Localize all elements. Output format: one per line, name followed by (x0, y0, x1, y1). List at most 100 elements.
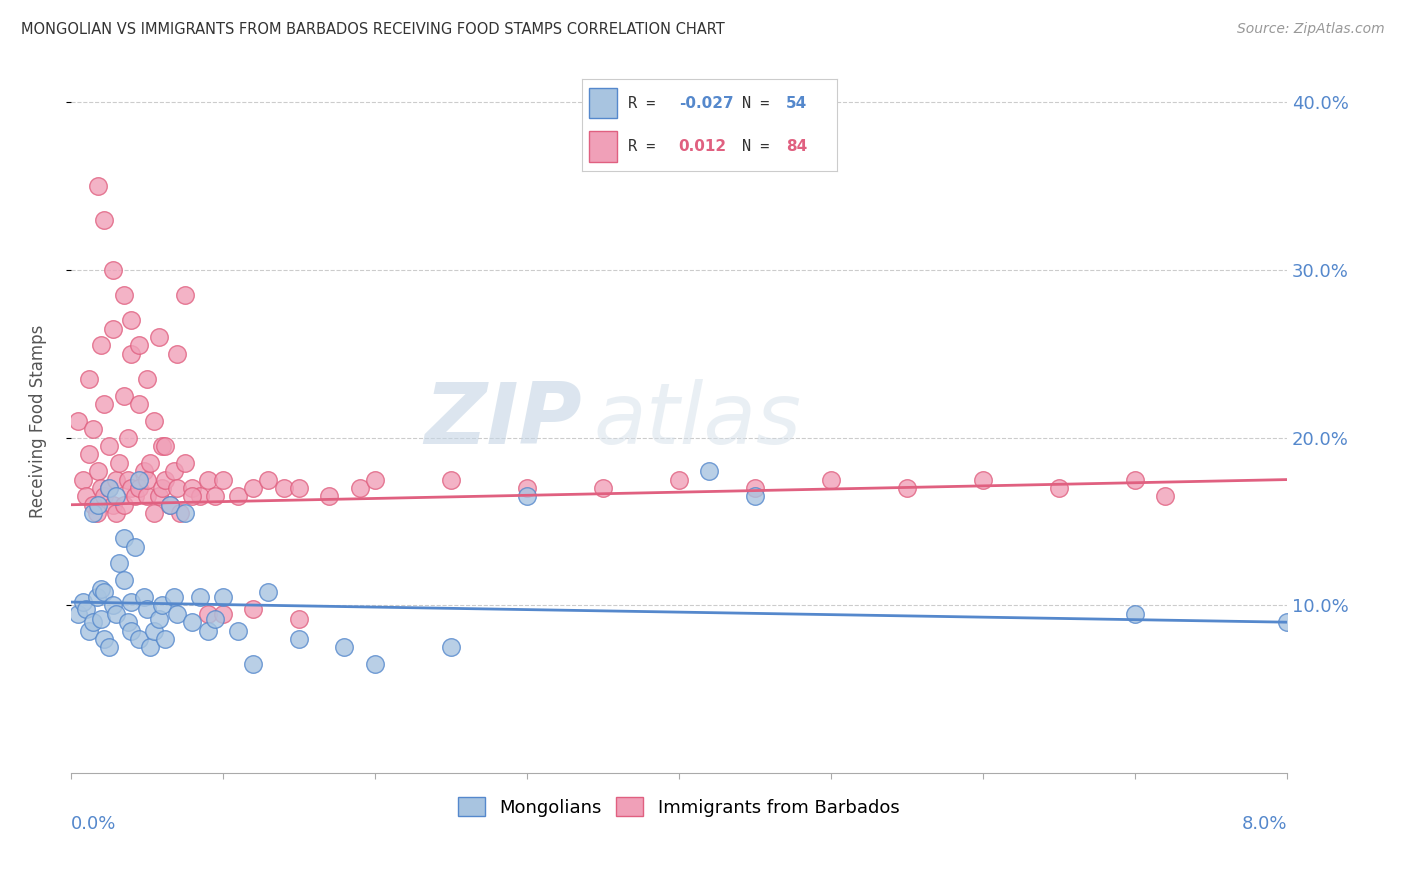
Point (121, 624, 143, 638)
Point (82, 498, 104, 512)
Point (153, 473, 176, 487)
Point (108, 557, 131, 571)
Point (124, 489, 146, 503)
Point (143, 506, 166, 520)
Point (135, 372, 157, 386)
Point (1154, 489, 1177, 503)
Point (67, 414, 90, 428)
Point (169, 506, 191, 520)
Point (135, 489, 157, 503)
Point (117, 473, 139, 487)
Point (318, 489, 340, 503)
Point (112, 573, 135, 587)
Point (159, 498, 181, 512)
Point (105, 607, 128, 621)
Point (82, 615, 104, 630)
Point (103, 498, 125, 512)
Point (226, 489, 249, 503)
Point (77, 447, 100, 461)
Y-axis label: Receiving Food Stamps: Receiving Food Stamps (30, 324, 46, 517)
Point (204, 612, 226, 626)
Point (103, 321, 125, 335)
Point (1047, 481, 1070, 495)
Point (93, 585, 115, 599)
Point (112, 389, 135, 403)
Point (153, 439, 176, 453)
Text: MONGOLIAN VS IMMIGRANTS FROM BARBADOS RECEIVING FOOD STAMPS CORRELATION CHART: MONGOLIAN VS IMMIGRANTS FROM BARBADOS RE… (21, 22, 725, 37)
Point (138, 456, 160, 470)
Point (173, 456, 195, 470)
Point (143, 414, 166, 428)
Point (128, 481, 150, 495)
Point (117, 615, 139, 630)
Point (90, 582, 112, 596)
Point (105, 489, 128, 503)
Point (90, 338, 112, 352)
Point (287, 481, 309, 495)
Point (135, 473, 157, 487)
Point (77, 372, 100, 386)
Point (75, 489, 97, 503)
Point (97, 439, 120, 453)
Point (163, 464, 186, 478)
Point (121, 347, 143, 361)
Point (86, 590, 108, 604)
Text: 0.0%: 0.0% (70, 815, 117, 833)
Point (67, 607, 90, 621)
Point (148, 330, 170, 344)
Point (72, 595, 94, 609)
Point (87, 464, 110, 478)
Point (440, 473, 463, 487)
Point (97, 640, 120, 655)
Point (138, 640, 160, 655)
Point (72, 473, 94, 487)
Point (197, 607, 219, 621)
Point (211, 473, 233, 487)
Point (97, 481, 120, 495)
Point (181, 615, 204, 630)
Point (132, 464, 155, 478)
Point (93, 632, 115, 646)
Point (103, 599, 125, 613)
Point (211, 590, 233, 604)
Point (166, 481, 188, 495)
Text: atlas: atlas (593, 379, 801, 462)
Point (86, 506, 108, 520)
Point (93, 397, 115, 411)
Point (668, 473, 690, 487)
Point (87, 178, 110, 193)
Point (197, 473, 219, 487)
Point (188, 590, 211, 604)
Point (516, 481, 538, 495)
Point (159, 498, 181, 512)
Point (287, 612, 309, 626)
Point (112, 531, 135, 545)
Point (132, 590, 155, 604)
Point (87, 498, 110, 512)
Point (112, 288, 135, 302)
Point (181, 489, 204, 503)
Point (257, 585, 280, 599)
Point (287, 632, 309, 646)
Point (1123, 473, 1146, 487)
Point (128, 632, 150, 646)
Point (163, 590, 186, 604)
Point (242, 601, 264, 615)
Point (103, 263, 125, 277)
Text: 8.0%: 8.0% (1241, 815, 1286, 833)
Point (242, 657, 264, 672)
Point (257, 473, 280, 487)
Point (124, 540, 146, 554)
Point (148, 489, 170, 503)
Point (1275, 615, 1298, 630)
Point (148, 612, 170, 626)
Point (128, 473, 150, 487)
Point (744, 481, 766, 495)
Point (90, 481, 112, 495)
Point (90, 612, 112, 626)
Point (516, 489, 538, 503)
Point (121, 481, 143, 495)
Point (150, 599, 173, 613)
Point (93, 212, 115, 227)
Point (105, 473, 128, 487)
